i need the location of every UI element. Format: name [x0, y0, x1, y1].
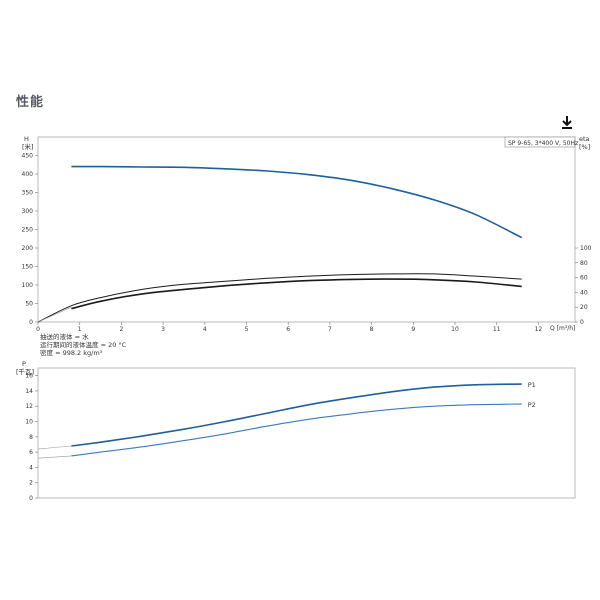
- eta-axis-label-line1: eta: [579, 135, 590, 143]
- y-tick-label: 150: [22, 264, 34, 271]
- y-tick-label: 350: [22, 190, 34, 197]
- y2-tick-label: 40: [580, 289, 588, 296]
- y-tick-label: 100: [22, 282, 34, 289]
- efficiency-curve: [71, 278, 522, 310]
- power-y-tick-label: 10: [25, 419, 33, 426]
- power-y-tick-label: 12: [25, 403, 33, 410]
- power-y-tick-label: 2: [29, 480, 33, 487]
- power-y-tick-label: 16: [25, 373, 33, 380]
- y2-tick-label: 0: [580, 319, 584, 326]
- x-tick-label: 4: [203, 326, 207, 333]
- head-curve: [71, 165, 523, 239]
- p2-label: P2: [528, 401, 536, 409]
- head-chart: 0 1 2 3 4 5 6 7 8 9 10 11 12050100150200250300350400…: [22, 153, 592, 334]
- power-y-tick-label: 6: [29, 449, 33, 456]
- p1-curve: [71, 383, 522, 447]
- y-tick-label: 400: [22, 171, 34, 178]
- power-y-tick-label: 4: [29, 464, 33, 471]
- page-title: 性能: [16, 95, 45, 110]
- note-temperature: 运行期间的液体温度 = 20 °C: [40, 340, 127, 349]
- x-tick-label: 3: [161, 326, 165, 333]
- y2-tick-label: 60: [580, 275, 588, 282]
- flow-axis-label: Q [m³/h]: [550, 325, 575, 332]
- y-tick-label: 0: [29, 319, 33, 326]
- x-tick-label: 12: [535, 326, 543, 333]
- power-lead-in: [37, 445, 72, 450]
- x-tick-label: 8: [370, 326, 374, 333]
- power-y-tick-label: 14: [25, 388, 33, 395]
- x-tick-label: 1: [78, 326, 82, 333]
- power-y-tick-label: 8: [29, 434, 33, 441]
- power-y-tick-label: 0: [29, 495, 33, 502]
- y-tick-label: 300: [22, 208, 34, 215]
- pump-info-box: [504, 136, 576, 148]
- note-density: 密度 = 998.2 kg/m³: [40, 348, 103, 357]
- power-axis-label-line2: [千瓦]: [16, 367, 34, 376]
- x-tick-label: 7: [328, 326, 332, 333]
- y-tick-label: 50: [25, 301, 33, 308]
- x-tick-label: 9: [411, 326, 415, 333]
- note-liquid: 抽送的液体 = 水: [40, 332, 89, 341]
- power-chart: 0 2 4 6 8 10 12 14 16 P1 P2: [25, 373, 535, 502]
- y2-tick-label: 80: [580, 260, 588, 267]
- x-tick-label: 6: [286, 326, 290, 333]
- y-tick-label: 200: [22, 245, 34, 252]
- download-icon[interactable]: [561, 116, 573, 130]
- x-tick-label: 0: [36, 326, 40, 333]
- eta-axis-label-line2: [%]: [579, 143, 590, 151]
- x-tick-label: 2: [119, 326, 123, 333]
- power-chart-frame: [37, 367, 576, 499]
- y2-tick-label: 100: [580, 245, 592, 252]
- head-axis-label-line1: H: [24, 135, 29, 143]
- head-axis-label-line2: [米]: [22, 142, 34, 151]
- pump-info-text: SP 9-65, 3*400 V, 50Hz: [508, 140, 578, 147]
- y-tick-label: 250: [22, 227, 34, 234]
- p2-curve: [71, 403, 522, 457]
- x-tick-label: 10: [451, 326, 459, 333]
- x-tick-label: 11: [493, 326, 501, 333]
- efficiency-curve-secondary: [37, 273, 522, 323]
- power-axis-label-line1: P: [22, 360, 26, 368]
- origin-guide-line: [37, 306, 72, 323]
- power-lead-in: [37, 455, 72, 459]
- p1-label: P1: [528, 381, 536, 389]
- y2-tick-label: 20: [580, 304, 588, 311]
- x-tick-label: 5: [245, 326, 249, 333]
- y-tick-label: 450: [22, 153, 34, 160]
